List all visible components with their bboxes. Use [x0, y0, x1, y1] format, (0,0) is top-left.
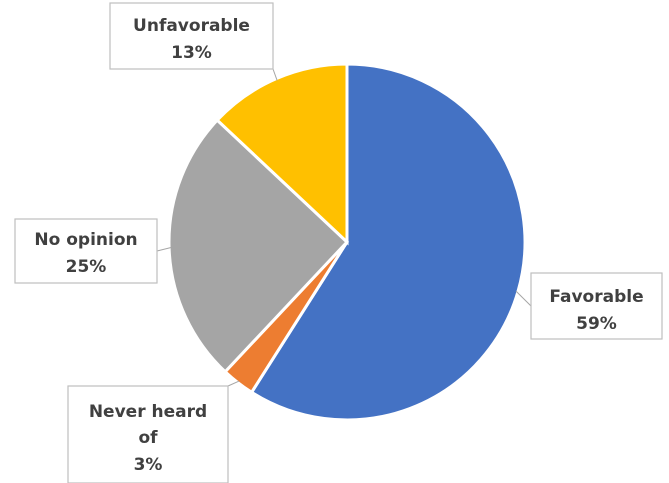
pie-slice-favorable: [249, 62, 527, 422]
label-box-unfavorable: [109, 2, 274, 70]
label-never-heard-of-value: 3%: [134, 455, 163, 475]
label-box-favorable: [530, 272, 663, 340]
label-unfavorable: Unfavorable 13%: [109, 2, 274, 70]
label-never-heard-of: Never heard of 3%: [67, 385, 229, 483]
label-box-never-heard-of: [67, 385, 229, 483]
label-unfavorable-value: 13%: [171, 43, 212, 63]
label-favorable: Favorable 59%: [530, 272, 663, 340]
label-box-no-opinion: [14, 218, 158, 284]
leader-line-no-opinion: [156, 247, 172, 252]
leader-line-unfavorable: [272, 68, 278, 81]
pie-slices: [167, 62, 527, 422]
label-no-opinion-value: 25%: [66, 257, 107, 277]
label-unfavorable-name: Unfavorable: [133, 16, 250, 36]
label-favorable-name: Favorable: [549, 287, 643, 307]
leader-lines: [156, 68, 532, 387]
leader-line-favorable: [515, 290, 532, 307]
leader-line-never-heard-of: [227, 380, 240, 387]
label-never-heard-of-line1: Never heard: [89, 402, 207, 422]
label-no-opinion: No opinion 25%: [14, 218, 158, 284]
label-never-heard-of-line2: of: [138, 428, 158, 448]
label-favorable-value: 59%: [576, 314, 617, 334]
label-no-opinion-name: No opinion: [34, 230, 137, 250]
